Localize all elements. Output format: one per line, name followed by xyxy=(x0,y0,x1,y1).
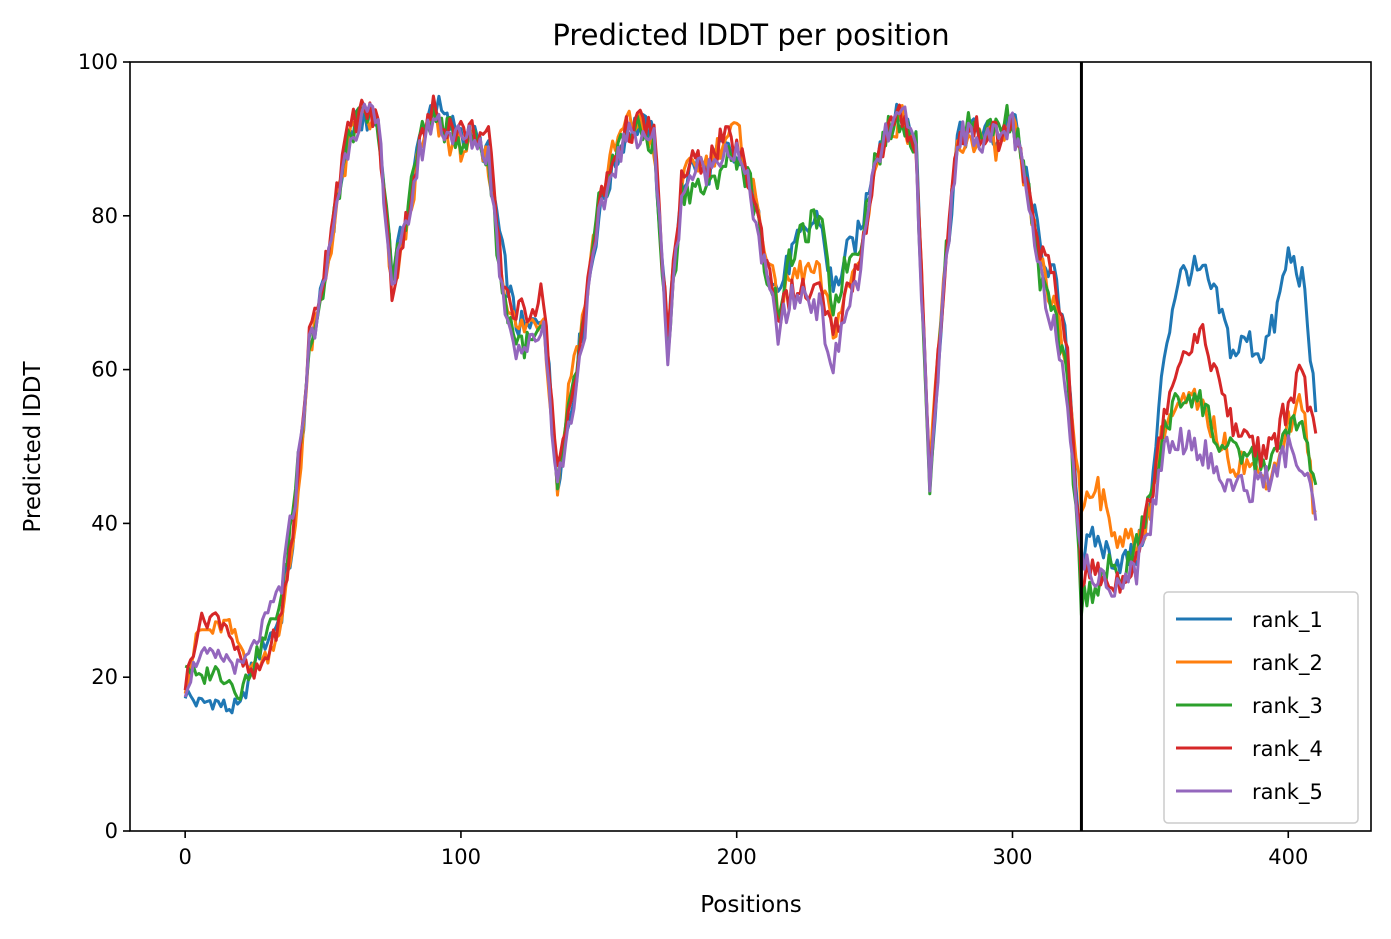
y-tick-label: 80 xyxy=(91,204,118,228)
y-tick-label: 100 xyxy=(78,50,118,74)
legend-label-rank_2: rank_2 xyxy=(1252,651,1323,676)
legend-label-rank_5: rank_5 xyxy=(1252,780,1323,805)
plot-area xyxy=(129,61,1372,832)
y-tick-label: 60 xyxy=(91,358,118,382)
x-axis-label: Positions xyxy=(700,892,802,918)
y-tick-label: 20 xyxy=(91,665,118,689)
x-tick-label: 100 xyxy=(441,845,481,869)
legend-box xyxy=(1163,591,1359,824)
legend-label-rank_4: rank_4 xyxy=(1252,737,1323,762)
y-axis-label: Predicted lDDT xyxy=(20,360,46,532)
chart-title: Predicted lDDT per position xyxy=(552,18,949,52)
y-tick-label: 0 xyxy=(105,819,118,843)
x-tick-label: 200 xyxy=(717,845,757,869)
legend-label-rank_3: rank_3 xyxy=(1252,694,1323,719)
x-tick-label: 300 xyxy=(992,845,1032,869)
axes-frame xyxy=(129,61,1372,832)
y-tick-label: 40 xyxy=(91,511,118,535)
axis-ticks: 0 100 200 300 400 0 20 40 60 80 100 xyxy=(78,50,1308,869)
legend: rank_1 rank_2 rank_3 rank_4 rank_5 xyxy=(1163,591,1359,824)
legend-label-rank_1: rank_1 xyxy=(1252,608,1323,633)
x-tick-label: 0 xyxy=(178,845,191,869)
x-tick-label: 400 xyxy=(1268,845,1308,869)
series-line-rank_5 xyxy=(183,102,1318,698)
